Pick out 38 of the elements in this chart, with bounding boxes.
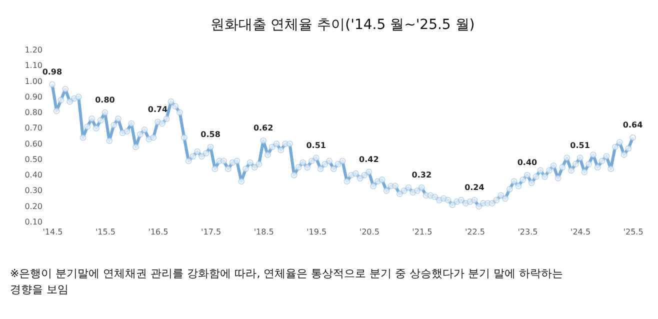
- y-tick-label: 1.10: [24, 61, 42, 70]
- x-tick-label: '20.5: [359, 228, 380, 236]
- y-tick-label: 1.20: [24, 46, 42, 54]
- x-tick-label: '24.5: [570, 228, 591, 236]
- y-tick-label: 1.00: [24, 76, 42, 86]
- data-label: 0.98: [42, 67, 62, 76]
- data-label: 0.64: [622, 120, 644, 130]
- y-tick-label: 0.80: [24, 108, 42, 118]
- data-label: 0.42: [359, 154, 379, 164]
- y-tick-label: 0.60: [24, 139, 42, 148]
- text: ※은행이 분기말에 연체채권 관리를 강화함에 따라, 연체율은 통상적으로 분기 중 상승했다가 분기 말에 하락하는 경향을 보임: [10, 267, 564, 296]
- x-tick-label: '23.5: [518, 228, 538, 236]
- data-label: 0.24: [464, 183, 485, 192]
- x-tick-label: '19.5: [306, 228, 327, 236]
- x-tick-label: '14.5: [42, 228, 63, 236]
- data-label: 0.40: [517, 158, 538, 168]
- data-label: 0.32: [412, 170, 432, 180]
- data-label: 0.74: [148, 104, 168, 114]
- data-label: 0.51: [306, 140, 326, 150]
- x-tick-label: '15.5: [95, 228, 116, 236]
- data-label: 0.62: [253, 124, 274, 133]
- data-label: 0.51: [570, 140, 590, 150]
- y-tick-label: 0.50: [24, 154, 42, 164]
- y-tick-label: 0.70: [24, 124, 42, 133]
- x-tick-label: '18.5: [254, 228, 274, 236]
- y-tick-label: 0.10: [24, 218, 42, 226]
- y-tick-label: 0.90: [24, 92, 42, 102]
- x-tick-label: '16.5: [148, 228, 168, 236]
- chart-title: 원화대출 연체율 추이('14.5 월~'25.5 월): [210, 17, 475, 33]
- x-tick-label: '17.5: [201, 228, 222, 236]
- y-tick-label: 0.30: [24, 186, 42, 196]
- y-tick-label: 0.20: [24, 202, 42, 211]
- x-tick-label: '25.5: [623, 228, 644, 236]
- x-tick-label: '22.5: [464, 228, 485, 236]
- x-tick-label: '21.5: [412, 228, 432, 236]
- data-label: 0.58: [200, 130, 221, 139]
- data-label: 0.80: [95, 96, 116, 105]
- y-tick-label: 0.40: [24, 170, 42, 180]
